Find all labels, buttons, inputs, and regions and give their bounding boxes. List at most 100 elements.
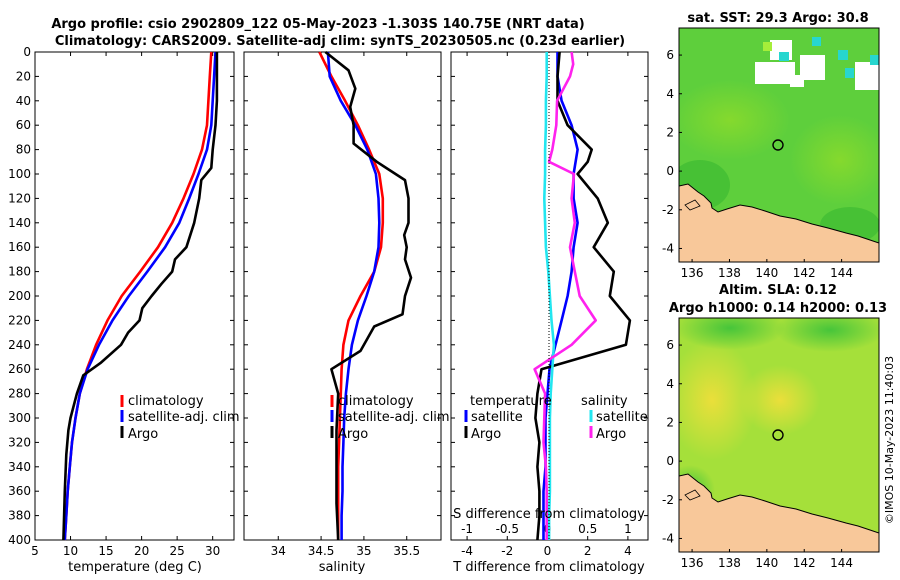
legend-t-satellite-label: satellite bbox=[471, 410, 523, 425]
sla-green-patch bbox=[775, 318, 879, 352]
map-y-tick-label: 2 bbox=[666, 415, 674, 429]
y-tick-label: 100 bbox=[8, 167, 31, 181]
map-y-tick-label: -4 bbox=[662, 241, 674, 255]
sst-cool-pixel bbox=[779, 52, 789, 61]
x-tick-label: 5 bbox=[31, 544, 39, 558]
y-tick-label: 80 bbox=[16, 143, 31, 157]
x-tick-label: 15 bbox=[98, 544, 113, 558]
x-tick-label: 0 bbox=[544, 544, 552, 558]
y-tick-label: 20 bbox=[16, 69, 31, 83]
x-tick-label: 4 bbox=[624, 544, 632, 558]
map-y-tick-label: 6 bbox=[666, 48, 674, 62]
salinity-plot: 34 34.5 35 35.5 bbox=[244, 50, 441, 558]
sla-map-frame bbox=[678, 317, 880, 553]
sst-land bbox=[679, 183, 879, 262]
y-tick-label: 300 bbox=[8, 411, 31, 425]
y-tick-label: 160 bbox=[8, 240, 31, 254]
sla-green-patch bbox=[679, 318, 785, 350]
sla-map-axes: 136 138 140 142 144 -4 -2 0 2 4 6 bbox=[662, 338, 853, 570]
map-x-tick-label: 140 bbox=[755, 266, 778, 280]
y-tick-label: 280 bbox=[8, 387, 31, 401]
series-line-salinity-argo bbox=[533, 51, 598, 540]
sst-cloud-patch bbox=[800, 55, 825, 80]
sst-cool-pixel bbox=[870, 55, 879, 65]
y-tick-label: 240 bbox=[8, 338, 31, 352]
x-tick-label: 34 bbox=[271, 544, 286, 558]
series-line-climatology bbox=[63, 51, 213, 541]
series-line-salinity-satellite bbox=[542, 52, 556, 540]
sst-cloud-patch bbox=[855, 62, 879, 90]
x2-tick-label: 1 bbox=[624, 522, 632, 536]
y-tick-label: 40 bbox=[16, 94, 31, 108]
legend-t-argo-label: Argo bbox=[471, 427, 501, 442]
legend-climatology-label: climatology bbox=[338, 394, 414, 409]
x-tick-label: 25 bbox=[170, 544, 185, 558]
argo-position-marker bbox=[772, 429, 784, 441]
map-x-tick-label: 142 bbox=[793, 556, 816, 570]
sst-map-frame bbox=[678, 27, 880, 263]
series-line-climatology bbox=[318, 51, 385, 540]
sla-coast-island bbox=[684, 489, 701, 501]
y-tick-label: 260 bbox=[8, 362, 31, 376]
series-line-satellite-adj-clim bbox=[63, 51, 217, 541]
sst-warm-patch bbox=[679, 80, 790, 160]
sst-cool-pixel bbox=[838, 50, 848, 60]
series-line-argo bbox=[324, 50, 413, 541]
sst-cool-pixel bbox=[812, 37, 821, 46]
series-line-temperature-argo bbox=[534, 51, 632, 541]
series-line-satellite-adj-clim bbox=[326, 51, 381, 540]
legend-salinity-title: salinity bbox=[581, 394, 628, 409]
y-tick-label: 400 bbox=[8, 533, 31, 547]
map-x-tick-label: 142 bbox=[793, 266, 816, 280]
y-tick-label: 0 bbox=[23, 45, 31, 59]
y-tick-label: 220 bbox=[8, 313, 31, 327]
y-tick-label: 340 bbox=[8, 460, 31, 474]
x2-tick-label: 0.5 bbox=[578, 522, 597, 536]
sla-yellow-patch bbox=[679, 340, 757, 460]
sst-map-axes: 136 138 140 142 144 -4 -2 0 2 4 6 bbox=[662, 48, 853, 280]
difference-plot: -4 -2 0 2 4-1 -0.5 0 0.5 1 bbox=[451, 51, 648, 558]
legend-temperature-title: temperature bbox=[470, 394, 552, 409]
y-tick-label: 360 bbox=[8, 484, 31, 498]
temperature-legend: climatology satellite-adj. clim Argo bbox=[120, 394, 240, 442]
sla-land bbox=[679, 473, 879, 552]
y-tick-label: 60 bbox=[16, 118, 31, 132]
map-x-tick-label: 144 bbox=[830, 266, 853, 280]
legend-s-satellite-label: satellite bbox=[596, 410, 648, 425]
x-tick-label: 35.5 bbox=[393, 544, 420, 558]
sla-map-title-line2: Argo h1000: 0.14 h2000: 0.13 bbox=[669, 301, 887, 316]
series-line-argo bbox=[62, 52, 219, 541]
map-y-tick-label: -2 bbox=[662, 493, 674, 507]
y-tick-label: 320 bbox=[8, 435, 31, 449]
map-x-tick-label: 140 bbox=[755, 556, 778, 570]
copyright-timestamp: ©IMOS 10-May-2023 11:40:03 bbox=[883, 356, 896, 524]
figure-title-line2: Climatology: CARS2009. Satellite-adj cli… bbox=[55, 34, 625, 49]
sst-warm-patch bbox=[790, 115, 879, 205]
map-y-tick-label: -4 bbox=[662, 531, 674, 545]
map-y-tick-label: 4 bbox=[666, 377, 674, 391]
map-y-tick-label: 6 bbox=[666, 338, 674, 352]
figure-title-line1: Argo profile: csio 2902809_122 05-May-20… bbox=[51, 17, 584, 32]
y-tick-label: 140 bbox=[8, 216, 31, 230]
difference-x2label: S difference from climatology bbox=[453, 507, 645, 522]
salinity-legend: climatology satellite-adj. clim Argo bbox=[330, 394, 450, 442]
y-tick-label: 380 bbox=[8, 509, 31, 523]
map-x-tick-label: 138 bbox=[718, 556, 741, 570]
x-tick-label: 20 bbox=[134, 544, 149, 558]
salinity-xlabel: salinity bbox=[319, 560, 366, 575]
temperature-plot: 0 20 40 60 80 100 120 140 160 180 200 220 240 260 280 3… bbox=[8, 45, 234, 558]
legend-satellite-label: satellite-adj. clim bbox=[128, 410, 240, 425]
y-tick-label: 120 bbox=[8, 191, 31, 205]
legend-argo-label: Argo bbox=[128, 427, 158, 442]
difference-legend: temperature satellite Argo salinity sate… bbox=[464, 394, 648, 442]
sst-cool-pixel bbox=[845, 68, 854, 78]
y-tick-label: 200 bbox=[8, 289, 31, 303]
legend-satellite-label: satellite-adj. clim bbox=[338, 410, 450, 425]
map-x-tick-label: 136 bbox=[681, 266, 704, 280]
map-y-tick-label: 4 bbox=[666, 87, 674, 101]
map-y-tick-label: 0 bbox=[666, 454, 674, 468]
y-tick-label: 180 bbox=[8, 265, 31, 279]
map-y-tick-label: -2 bbox=[662, 203, 674, 217]
map-x-tick-label: 136 bbox=[681, 556, 704, 570]
